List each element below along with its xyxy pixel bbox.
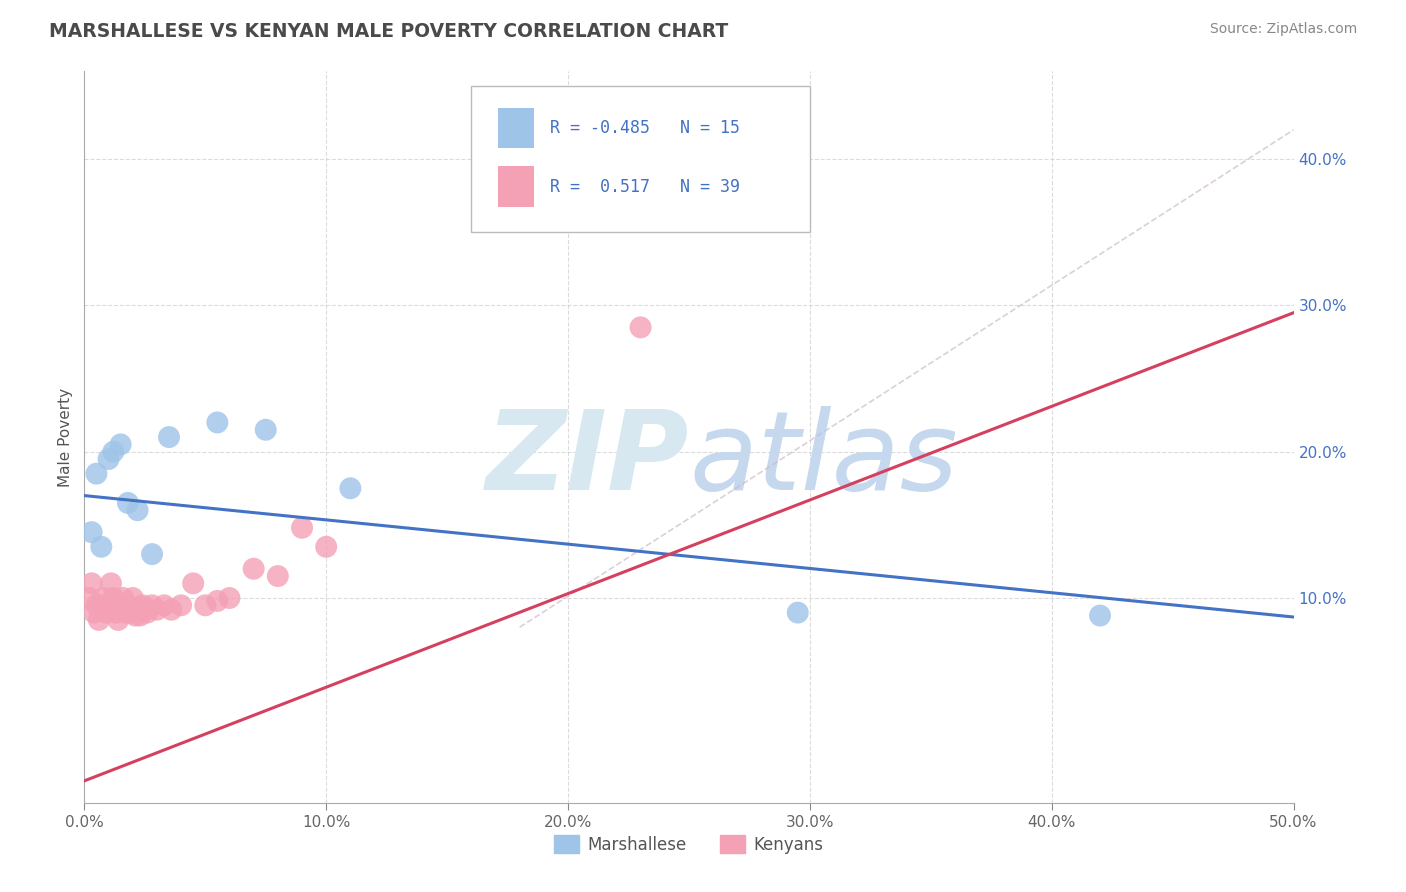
Point [207,594,229,608]
Point [129,608,152,623]
Point [110,599,132,613]
Point [112,591,135,605]
Point [124,608,146,623]
Text: atlas: atlas [689,406,957,513]
Point [218,591,240,605]
Point [90,540,112,554]
Point [86,467,108,481]
Point [242,562,264,576]
Text: R =  0.517   N = 39: R = 0.517 N = 39 [550,178,740,196]
Point [94,606,117,620]
Point [90,599,112,613]
Point [141,547,163,561]
Text: ZIP: ZIP [485,406,689,513]
Point [77,591,100,605]
Point [100,576,122,591]
FancyBboxPatch shape [471,86,810,232]
Point [194,599,217,613]
Point [127,603,149,617]
Point [121,591,143,605]
Legend: Marshallese, Kenyans: Marshallese, Kenyans [548,829,830,860]
Point [117,599,139,613]
Point [170,599,193,613]
Point [315,540,337,554]
Text: R = -0.485   N = 15: R = -0.485 N = 15 [550,120,740,137]
Point [104,606,127,620]
Point [157,430,180,444]
Point [339,481,361,495]
Point [107,613,129,627]
Point [110,437,132,451]
Point [117,496,139,510]
Point [131,599,153,613]
Point [134,603,156,617]
Point [291,521,314,535]
Point [120,606,142,620]
Point [83,606,105,620]
Text: MARSHALLESE VS KENYAN MALE POVERTY CORRELATION CHART: MARSHALLESE VS KENYAN MALE POVERTY CORRE… [49,22,728,41]
Point [160,603,183,617]
Point [146,603,169,617]
Point [97,599,120,613]
Point [86,599,108,613]
Point [114,606,136,620]
Point [267,569,290,583]
Point [207,416,229,430]
Point [254,423,277,437]
Point [97,452,120,467]
Point [93,591,115,605]
Point [1088,608,1111,623]
FancyBboxPatch shape [498,167,534,207]
FancyBboxPatch shape [498,108,534,148]
Point [141,599,163,613]
Point [80,525,103,540]
Point [103,591,125,605]
Point [786,606,808,620]
Point [181,576,204,591]
Point [103,444,125,458]
Point [80,576,103,591]
Point [127,503,149,517]
Text: Source: ZipAtlas.com: Source: ZipAtlas.com [1209,22,1357,37]
Point [87,613,110,627]
Point [136,606,159,620]
Point [630,320,652,334]
Point [153,599,176,613]
Y-axis label: Male Poverty: Male Poverty [58,387,73,487]
